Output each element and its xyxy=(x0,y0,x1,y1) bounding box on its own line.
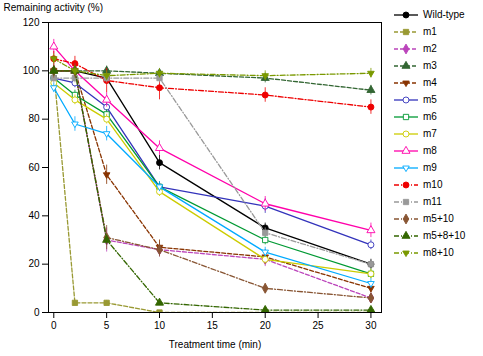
svg-text:60: 60 xyxy=(28,162,40,173)
html-text:m7: m7 xyxy=(423,128,437,139)
html-text:m3: m3 xyxy=(423,60,437,71)
svg-text:20: 20 xyxy=(28,258,40,269)
svg-text:0: 0 xyxy=(51,320,57,331)
html-text:m5: m5 xyxy=(423,94,437,105)
svg-text:120: 120 xyxy=(23,17,40,28)
svg-text:0: 0 xyxy=(34,307,40,318)
html-text:m4: m4 xyxy=(423,77,437,88)
svg-text:100: 100 xyxy=(23,65,40,76)
html-text:m2: m2 xyxy=(423,43,437,54)
html-text:m8: m8 xyxy=(423,145,437,156)
html-text:m5+8+10: m5+8+10 xyxy=(423,230,466,241)
svg-text:15: 15 xyxy=(207,320,219,331)
svg-text:5: 5 xyxy=(104,320,110,331)
html-text:m1: m1 xyxy=(423,26,437,37)
svg-text:30: 30 xyxy=(365,320,377,331)
svg-text:10: 10 xyxy=(154,320,166,331)
html-text:m9: m9 xyxy=(423,162,437,173)
html-text:m8+10: m8+10 xyxy=(423,247,454,258)
html-text:m10: m10 xyxy=(423,179,443,190)
html-text:m11: m11 xyxy=(423,196,442,207)
html-text:m5+10: m5+10 xyxy=(423,213,454,224)
html-text:Wild-type: Wild-type xyxy=(423,9,465,20)
svg-text:Treatment time (min): Treatment time (min) xyxy=(169,339,261,350)
svg-text:20: 20 xyxy=(260,320,272,331)
svg-text:80: 80 xyxy=(28,113,40,124)
svg-text:Remaining activity (%): Remaining activity (%) xyxy=(4,2,103,13)
svg-text:25: 25 xyxy=(313,320,325,331)
svg-text:40: 40 xyxy=(28,210,40,221)
html-text:m6: m6 xyxy=(423,111,437,122)
